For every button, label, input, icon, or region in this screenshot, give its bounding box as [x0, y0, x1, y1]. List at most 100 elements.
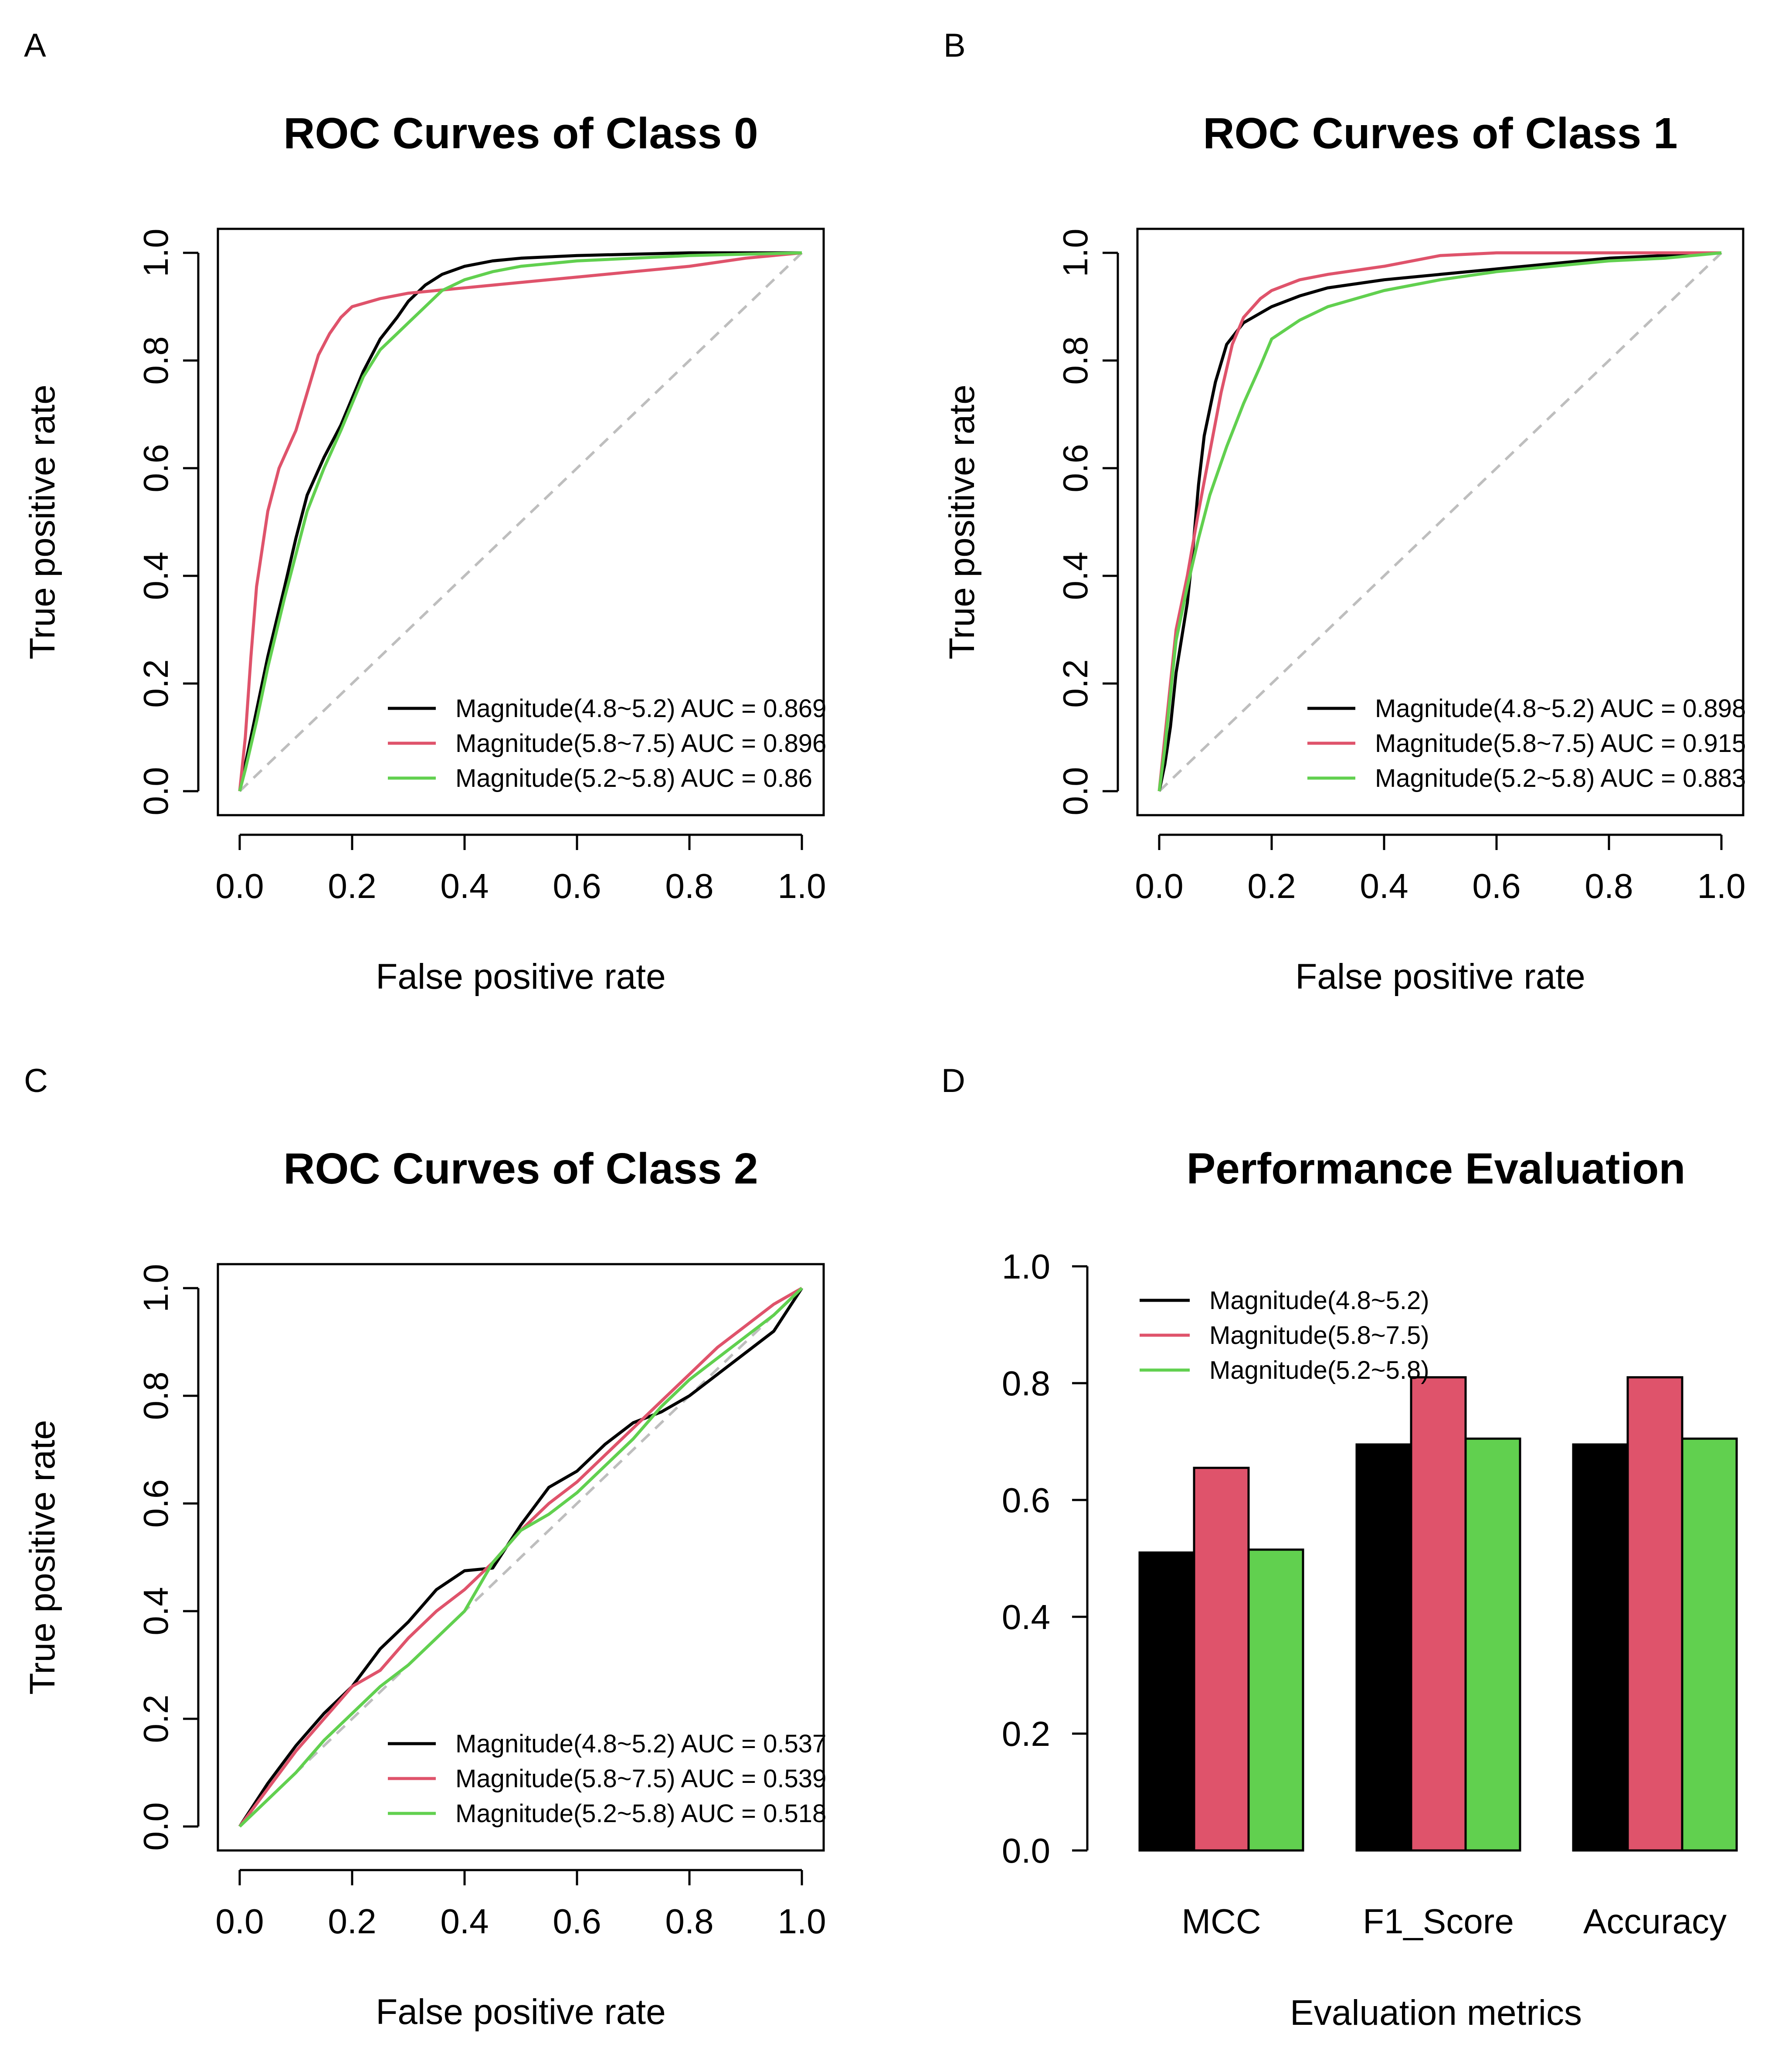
legend-entry-3: Magnitude(5.2~5.8) AUC = 0.518 — [455, 1799, 826, 1828]
panel-letter: A — [24, 27, 46, 64]
roc-curve-1 — [238, 251, 802, 792]
y-tick-label: 0.4 — [136, 551, 175, 600]
panel-d: D Performance Evaluation 0.0 0.2 0.4 0.6 0.8 1.… — [941, 1062, 1738, 2033]
x-tick-label: 0.6 — [553, 867, 601, 905]
y-tick-label: 0.8 — [136, 336, 175, 384]
chart-title: ROC Curves of Class 2 — [283, 1144, 758, 1193]
chart-title: ROC Curves of Class 0 — [283, 109, 758, 158]
x-tick-label: 1.0 — [777, 1902, 826, 1941]
legend-entry-3: Magnitude(5.2~5.8) AUC = 0.883 — [1375, 764, 1746, 792]
legend: Magnitude(4.8~5.2) AUC = 0.537 Magnitude(… — [388, 1730, 826, 1828]
legend: Magnitude(4.8~5.2) AUC = 0.898 Magnitude(… — [1307, 694, 1746, 792]
x-tick-label: 1.0 — [1697, 867, 1745, 905]
bar-accuracy-2 — [1626, 1376, 1683, 1852]
panel-a: A ROC Curves of Class 0 0.0 0.2 0.4 0.6 0.8 1.0… — [23, 27, 826, 996]
bar-f1-score-3 — [1464, 1437, 1521, 1852]
y-tick-label: 0.0 — [1056, 767, 1095, 815]
x-tick-label: 0.8 — [1585, 867, 1633, 905]
y-tick-label: 0.6 — [136, 1479, 175, 1527]
legend-entry-1: Magnitude(4.8~5.2) AUC = 0.537 — [455, 1730, 826, 1758]
x-tick-label: 0.4 — [440, 1902, 489, 1941]
y-tick-label: 0.8 — [136, 1371, 175, 1420]
bar-accuracy-3 — [1681, 1437, 1738, 1852]
category-label: Accuracy — [1583, 1902, 1727, 1941]
legend-entry-3: Magnitude(5.2~5.8) — [1209, 1356, 1429, 1384]
y-tick-label: 0.6 — [136, 444, 175, 492]
roc-curve-2 — [238, 251, 802, 792]
diagonal-reference-line — [238, 252, 803, 792]
x-tick-label: 0.2 — [328, 1902, 376, 1941]
panel-letter: B — [944, 27, 966, 64]
roc-curve-1 — [238, 1287, 803, 1827]
plot-frame — [217, 228, 825, 816]
bar-mcc-1 — [1138, 1551, 1195, 1852]
y-tick-label: 0.8 — [1002, 1364, 1050, 1403]
y-tick-label: 0.4 — [1056, 551, 1095, 600]
y-tick-label: 0.2 — [1056, 659, 1095, 707]
legend-entry-3: Magnitude(5.2~5.8) AUC = 0.86 — [455, 764, 812, 792]
diagonal-reference-line — [238, 1287, 803, 1828]
x-tick-label: 0.0 — [1135, 867, 1183, 905]
roc-curve-1 — [1157, 251, 1722, 792]
legend-entry-2: Magnitude(5.8~7.5) AUC = 0.896 — [455, 729, 826, 758]
panel-c: C ROC Curves of Class 2 0.0 0.2 0.4 0.6 0.8 1.0… — [23, 1062, 826, 2032]
x-tick-label: 1.0 — [777, 867, 826, 905]
diagonal-reference-line — [1158, 252, 1723, 792]
x-tick-label: 0.0 — [215, 867, 264, 905]
y-tick-label: 0.2 — [136, 1694, 175, 1743]
y-tick-label: 1.0 — [136, 1264, 175, 1312]
x-tick-label: 0.8 — [665, 867, 713, 905]
x-axis-label: Evaluation metrics — [1290, 1993, 1582, 2033]
x-tick-label: 0.2 — [1247, 867, 1296, 905]
y-tick-label: 0.4 — [1002, 1598, 1050, 1636]
plot-frame — [217, 1263, 825, 1852]
legend: Magnitude(4.8~5.2) Magnitude(5.8~7.5) Magn… — [1140, 1286, 1429, 1384]
category-label: MCC — [1181, 1902, 1261, 1941]
chart-title: Performance Evaluation — [1187, 1144, 1686, 1193]
bar-f1-score-1 — [1355, 1443, 1412, 1852]
x-tick-label: 0.8 — [665, 1902, 713, 1941]
y-tick-label: 0.2 — [136, 659, 175, 707]
y-axis-label: True positive rate — [23, 1420, 62, 1694]
y-tick-label: 1.0 — [1056, 228, 1095, 277]
y-tick-label: 1.0 — [1002, 1247, 1050, 1286]
roc-curve-3 — [238, 251, 802, 792]
x-tick-label: 0.4 — [1360, 867, 1408, 905]
legend-entry-2: Magnitude(5.8~7.5) — [1209, 1321, 1429, 1350]
bar-f1-score-2 — [1410, 1376, 1467, 1852]
y-tick-label: 0.6 — [1002, 1481, 1050, 1520]
chart-title: ROC Curves of Class 1 — [1203, 109, 1677, 158]
y-tick-label: 0.8 — [1056, 336, 1095, 384]
x-axis-label: False positive rate — [1295, 957, 1585, 996]
plot-frame — [1136, 228, 1744, 816]
panel-b: B ROC Curves of Class 1 0.0 0.2 0.4 0.6 0.8 1.0… — [942, 27, 1746, 996]
x-axis-label: False positive rate — [376, 1992, 665, 2032]
bar-mcc-2 — [1193, 1466, 1250, 1852]
x-axis-label: False positive rate — [376, 957, 665, 996]
panel-letter: C — [24, 1062, 48, 1099]
legend-entry-1: Magnitude(4.8~5.2) AUC = 0.869 — [455, 694, 826, 723]
bar-mcc-3 — [1247, 1548, 1304, 1852]
y-axis-label: True positive rate — [942, 384, 982, 659]
x-tick-label: 0.2 — [328, 867, 376, 905]
roc-curve-3 — [1157, 251, 1722, 792]
x-tick-label: 0.4 — [440, 867, 489, 905]
y-tick-label: 0.6 — [1056, 444, 1095, 492]
bar-accuracy-1 — [1572, 1443, 1629, 1852]
y-tick-label: 0.2 — [1002, 1714, 1050, 1753]
roc-curve-3 — [238, 1287, 803, 1828]
legend: Magnitude(4.8~5.2) AUC = 0.869 Magnitude(… — [388, 694, 826, 792]
legend-entry-1: Magnitude(4.8~5.2) AUC = 0.898 — [1375, 694, 1746, 723]
panel-letter: D — [941, 1062, 965, 1099]
y-tick-label: 0.0 — [136, 1802, 175, 1850]
y-axis-label: True positive rate — [23, 384, 62, 659]
y-tick-label: 0.0 — [1002, 1831, 1050, 1870]
x-tick-label: 0.6 — [553, 1902, 601, 1941]
y-tick-label: 1.0 — [136, 228, 175, 277]
x-tick-label: 0.0 — [215, 1902, 264, 1941]
y-tick-label: 0.0 — [136, 767, 175, 815]
legend-entry-1: Magnitude(4.8~5.2) — [1209, 1286, 1429, 1315]
legend-entry-2: Magnitude(5.8~7.5) AUC = 0.915 — [1375, 729, 1746, 758]
y-tick-label: 0.4 — [136, 1587, 175, 1635]
